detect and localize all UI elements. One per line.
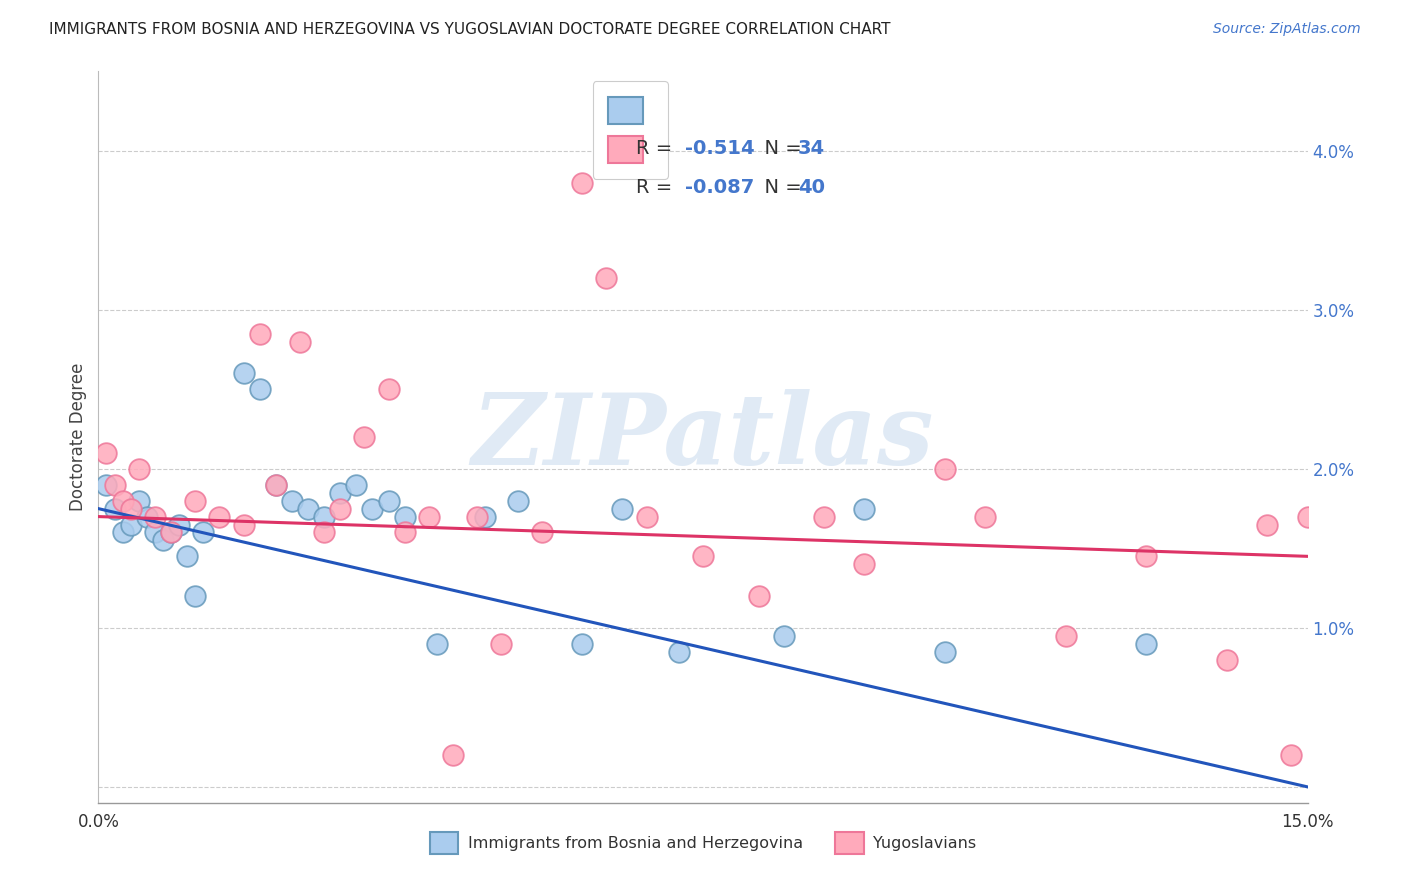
Point: [103, 477, 125, 491]
Point: [748, 589, 770, 603]
Point: [232, 517, 254, 532]
Point: [264, 477, 287, 491]
Point: [264, 477, 287, 491]
Point: [426, 637, 449, 651]
Point: [111, 525, 134, 540]
Text: IMMIGRANTS FROM BOSNIA AND HERZEGOVINA VS YUGOSLAVIAN DOCTORATE DEGREE CORRELATI: IMMIGRANTS FROM BOSNIA AND HERZEGOVINA V…: [49, 22, 891, 37]
Point: [176, 549, 198, 564]
Point: [103, 501, 125, 516]
Point: [111, 493, 134, 508]
Point: [160, 525, 183, 540]
Point: [668, 645, 690, 659]
Point: [418, 509, 440, 524]
Point: [1135, 549, 1157, 564]
Point: [128, 462, 150, 476]
Text: R =: R =: [637, 178, 679, 196]
Point: [853, 558, 876, 572]
Point: [288, 334, 311, 349]
Text: R =: R =: [637, 138, 679, 158]
Point: [530, 525, 553, 540]
Point: [1281, 748, 1303, 763]
Point: [377, 493, 399, 508]
Point: [143, 509, 166, 524]
Point: [934, 645, 956, 659]
Text: 34: 34: [799, 138, 825, 158]
Point: [1296, 509, 1319, 524]
Point: [465, 509, 488, 524]
Point: [184, 589, 207, 603]
Point: [441, 748, 464, 763]
Point: [813, 509, 835, 524]
Point: [353, 430, 375, 444]
Point: [167, 517, 190, 532]
Point: [232, 367, 254, 381]
Text: N =: N =: [752, 178, 807, 196]
Point: [281, 493, 304, 508]
Point: [506, 493, 529, 508]
Point: [184, 493, 207, 508]
Point: [160, 525, 183, 540]
Text: ZIPatlas: ZIPatlas: [472, 389, 934, 485]
Point: [636, 509, 658, 524]
Text: -0.087: -0.087: [686, 178, 755, 196]
Point: [208, 509, 231, 524]
Point: [934, 462, 956, 476]
Point: [1135, 637, 1157, 651]
Point: [394, 509, 416, 524]
Point: [96, 477, 118, 491]
Point: [128, 493, 150, 508]
Point: [297, 501, 319, 516]
Text: Source: ZipAtlas.com: Source: ZipAtlas.com: [1213, 22, 1361, 37]
Point: [249, 383, 271, 397]
Point: [1337, 541, 1360, 556]
Point: [853, 501, 876, 516]
Point: [1216, 653, 1239, 667]
Point: [193, 525, 215, 540]
Point: [249, 326, 271, 341]
Point: [1312, 525, 1334, 540]
Point: [974, 509, 997, 524]
Legend: Immigrants from Bosnia and Herzegovina, Yugoslavians: Immigrants from Bosnia and Herzegovina, …: [423, 825, 983, 861]
Point: [135, 509, 157, 524]
Text: -0.514: -0.514: [686, 138, 755, 158]
Point: [314, 525, 336, 540]
Point: [377, 383, 399, 397]
Point: [120, 501, 142, 516]
Point: [120, 517, 142, 532]
Point: [143, 525, 166, 540]
Point: [612, 501, 634, 516]
Point: [474, 509, 496, 524]
Point: [1054, 629, 1077, 643]
Point: [96, 446, 118, 460]
Point: [152, 533, 174, 548]
Point: [329, 501, 352, 516]
Point: [595, 271, 617, 285]
Point: [314, 509, 336, 524]
Point: [361, 501, 384, 516]
Point: [571, 176, 593, 190]
Point: [491, 637, 513, 651]
Y-axis label: Doctorate Degree: Doctorate Degree: [69, 363, 87, 511]
Point: [692, 549, 714, 564]
Point: [772, 629, 794, 643]
Text: 40: 40: [799, 178, 825, 196]
Text: N =: N =: [752, 138, 807, 158]
Point: [329, 485, 352, 500]
Point: [1256, 517, 1278, 532]
Point: [571, 637, 593, 651]
Point: [394, 525, 416, 540]
Point: [344, 477, 367, 491]
